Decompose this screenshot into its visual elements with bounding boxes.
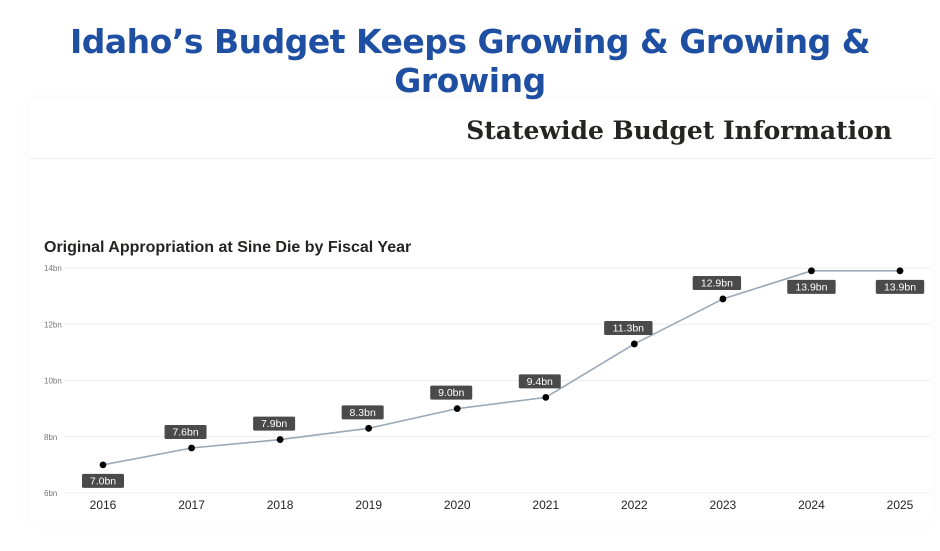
- data-label-text: 8.3bn: [350, 407, 376, 419]
- header-divider: [30, 158, 932, 159]
- x-tick-label: 2022: [621, 498, 648, 512]
- data-labels: 7.0bn 7.6bn 7.9bn 8.3bn 9.0bn 9.4bn 11.3bn 12.9…: [82, 275, 925, 488]
- data-label: 8.3bn: [341, 405, 384, 420]
- data-label-text: 13.9bn: [884, 281, 916, 293]
- data-point: [542, 393, 550, 401]
- y-axis-ticks: 6bn 8bn 10bn 12bn 14bn: [44, 264, 62, 498]
- y-tick-label: 12bn: [44, 320, 62, 329]
- data-label-text: 7.9bn: [261, 418, 287, 430]
- data-label-box: [787, 279, 836, 294]
- dashboard-subtitle: Statewide Budget Information: [466, 116, 892, 145]
- data-point: [719, 295, 727, 303]
- grid-lines: [64, 267, 930, 494]
- data-label-text: 11.3bn: [613, 322, 644, 334]
- data-label-box: [341, 405, 384, 420]
- data-label: 13.9bn: [787, 279, 836, 294]
- data-point: [99, 461, 107, 469]
- data-label-box: [164, 425, 207, 439]
- x-tick-label: 2025: [887, 498, 914, 512]
- data-label: 12.9bn: [692, 275, 742, 290]
- chart-title: Original Appropriation at Sine Die by Fi…: [44, 239, 412, 256]
- data-label-box: [604, 320, 653, 335]
- data-point: [453, 405, 461, 413]
- y-tick-label: 10bn: [44, 377, 62, 386]
- data-label-box: [253, 416, 296, 431]
- x-tick-label: 2017: [178, 498, 205, 512]
- data-point: [896, 267, 904, 275]
- data-label-text: 7.6bn: [172, 427, 198, 439]
- data-label: 9.4bn: [518, 374, 561, 389]
- data-point: [808, 267, 815, 275]
- data-point: [365, 424, 373, 432]
- series-line: [102, 270, 900, 466]
- data-point: [276, 436, 284, 443]
- data-label-box: [875, 279, 925, 294]
- data-label: 9.0bn: [430, 385, 473, 400]
- data-label-text: 12.9bn: [701, 277, 733, 289]
- y-tick-label: 8bn: [44, 433, 57, 442]
- y-tick-label: 14bn: [44, 264, 62, 273]
- data-label-text: 9.0bn: [438, 387, 464, 399]
- x-tick-label: 2023: [710, 498, 737, 512]
- x-tick-label: 2020: [444, 498, 471, 512]
- data-point: [188, 444, 195, 452]
- data-label-box: [518, 374, 561, 389]
- data-points: [99, 267, 904, 469]
- x-tick-label: 2018: [267, 498, 294, 512]
- x-axis-ticks: 2016 2017 2018 2019 2020 2021 2022 2023 2024 2025: [90, 498, 914, 512]
- series-line-group: [102, 270, 900, 466]
- x-tick-label: 2019: [355, 498, 382, 512]
- data-label: 7.9bn: [253, 416, 296, 431]
- data-label: 7.6bn: [164, 425, 207, 439]
- data-label-box: [82, 473, 124, 488]
- data-point: [630, 340, 638, 348]
- data-label-text: 7.0bn: [90, 475, 116, 487]
- x-tick-label: 2024: [798, 498, 825, 512]
- data-label-box: [430, 385, 473, 400]
- x-tick-label: 2016: [90, 498, 117, 512]
- data-label-text: 13.9bn: [795, 281, 827, 293]
- y-tick-label: 6bn: [44, 489, 57, 498]
- data-label-box: [692, 275, 742, 290]
- headline: Idaho’s Budget Keeps Growing & Growing &…: [70, 22, 870, 100]
- x-tick-label: 2021: [532, 498, 559, 512]
- data-label-text: 9.4bn: [527, 376, 553, 388]
- data-label: 11.3bn: [604, 320, 653, 335]
- data-label: 13.9bn: [875, 279, 925, 294]
- data-label: 7.0bn: [82, 473, 124, 488]
